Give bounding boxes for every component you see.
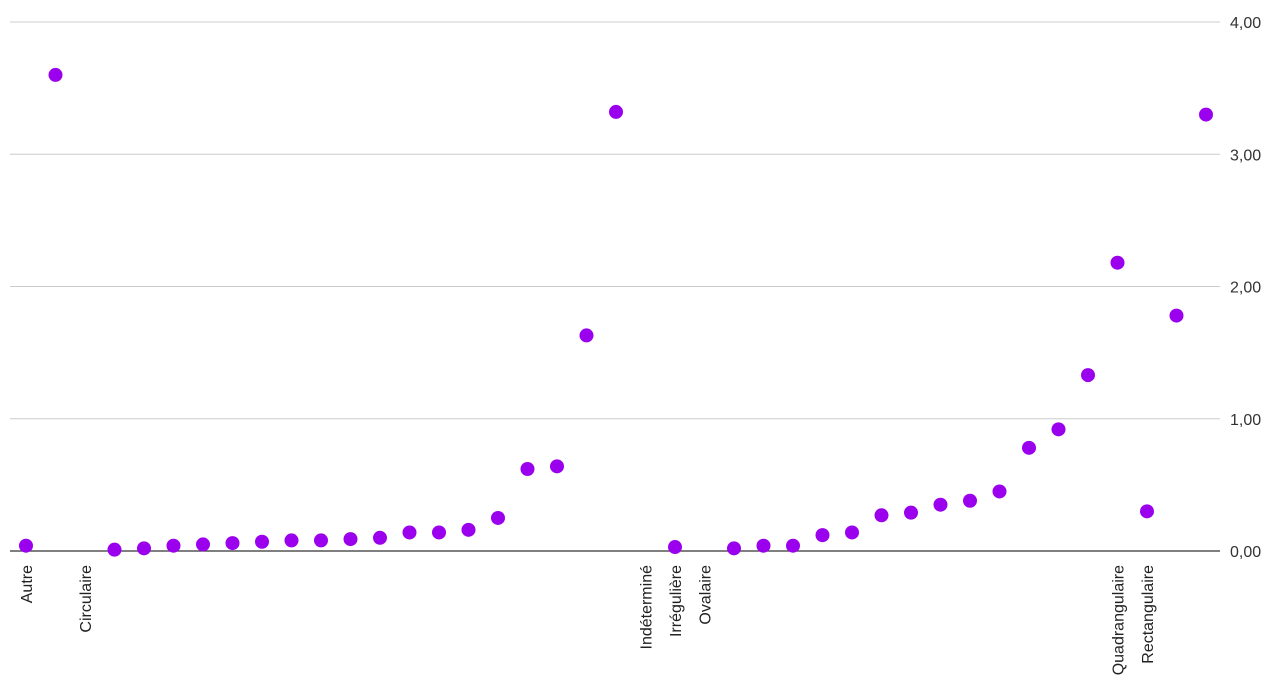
gridlines [10,21,1220,552]
x-tick-label: Rectangulaire [1140,565,1157,664]
data-point [48,67,63,82]
data-point [1199,107,1213,122]
data-point [284,533,299,548]
data-point [550,459,564,474]
data-point [373,530,387,545]
y-axis-ticks: 0,00 1,00 2,00 3,00 4,00 [1230,15,1261,561]
data-point [225,536,240,551]
y-tick-label: 1,00 [1230,412,1261,429]
x-tick-label: Quadrangulaire [1111,565,1128,675]
data-point [1169,308,1184,323]
data-point [933,497,948,512]
data-point [137,541,151,556]
data-point [1140,504,1154,519]
data-point [107,542,122,557]
data-point [520,462,535,477]
data-point [579,328,594,343]
data-point [786,538,800,553]
data-point [992,484,1007,499]
data-point [609,104,623,119]
data-point [166,538,181,553]
data-points [19,67,1213,557]
data-point [19,538,33,553]
data-point [904,505,918,520]
data-point [845,525,859,540]
data-point [874,508,889,523]
data-point [1110,255,1125,270]
data-point [196,537,210,552]
data-point [343,532,358,547]
y-tick-label: 4,00 [1230,15,1261,32]
x-axis-ticks: Autre Circulaire Indéterminé Irrégulière Ova… [19,565,1157,675]
y-tick-label: 2,00 [1230,280,1261,297]
x-tick-label: Autre [19,565,36,603]
data-point [815,528,830,543]
data-point [491,510,505,525]
y-tick-label: 0,00 [1230,544,1261,561]
data-point [432,525,446,540]
data-point [963,493,977,508]
data-point [1051,422,1066,437]
data-point [255,534,269,549]
x-tick-label: Ovalaire [698,565,715,625]
x-tick-label: Circulaire [78,565,95,633]
data-point [314,533,328,548]
y-tick-label: 3,00 [1230,147,1261,164]
data-point [727,541,741,556]
x-tick-label: Indéterminé [639,565,656,650]
data-point [1022,440,1036,455]
data-point [668,540,682,555]
data-point [1081,368,1095,383]
data-point [756,538,771,553]
x-tick-label: Irrégulière [668,565,685,637]
data-point [461,522,476,537]
data-point [402,525,417,540]
